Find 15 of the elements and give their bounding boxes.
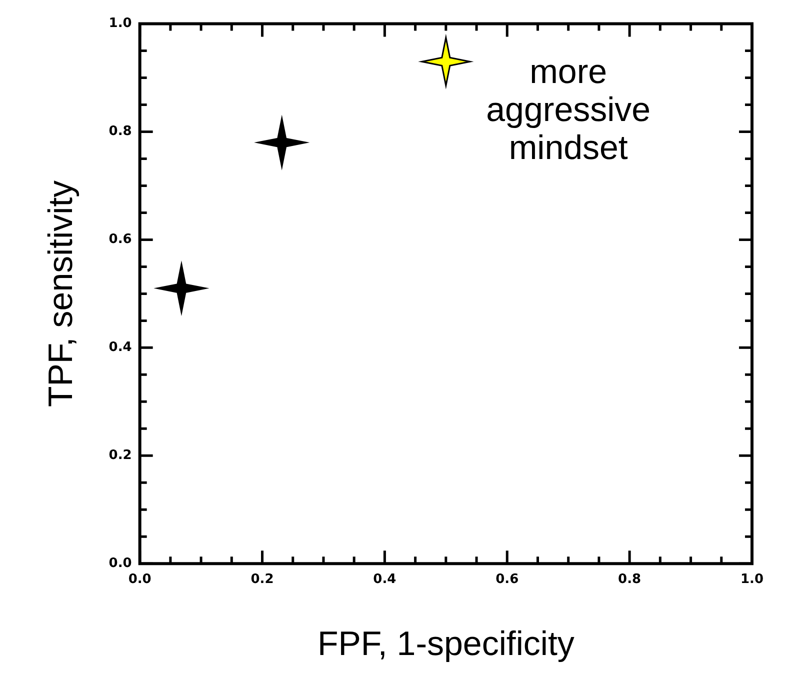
x-tick-label: 0.2 — [250, 572, 274, 587]
annotation: more aggressive mindset — [486, 53, 651, 168]
y-tick-label: 0.4 — [108, 340, 132, 356]
y-tick-label: 0.0 — [108, 556, 132, 571]
x-tick-label: 0.6 — [496, 572, 519, 587]
x-tick-label: 0.0 — [128, 572, 152, 587]
y-axis-title: TPF, sensitivity — [42, 180, 80, 408]
x-tick-label: 0.4 — [373, 572, 396, 587]
x-tick-label: 0.8 — [618, 572, 642, 587]
y-tick-label: 0.8 — [108, 124, 132, 140]
y-tick-label: 0.2 — [108, 448, 132, 464]
x-tick-label: 1.0 — [740, 572, 764, 587]
y-tick-label: 1.0 — [108, 16, 132, 32]
x-axis-title: FPF, 1-specificity — [317, 624, 574, 663]
y-tick-label: 0.6 — [108, 232, 132, 248]
